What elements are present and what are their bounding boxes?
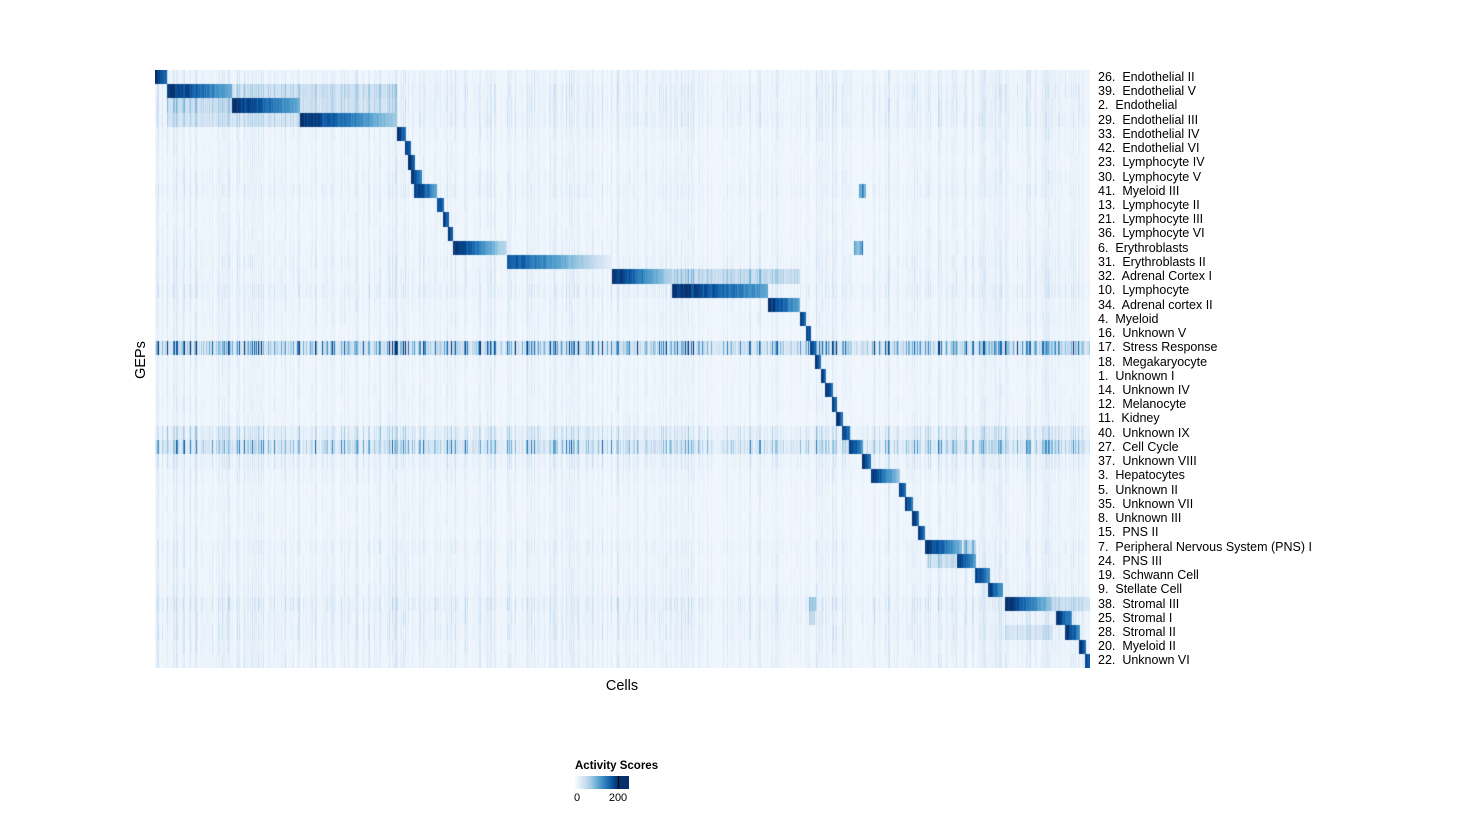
row-label: 8. Unknown III bbox=[1098, 511, 1182, 526]
y-axis-label: GEPs bbox=[133, 341, 149, 379]
row-label: 38. Stromal III bbox=[1098, 596, 1180, 611]
row-label: 3. Hepatocytes bbox=[1098, 468, 1185, 483]
row-label: 17. Stress Response bbox=[1098, 340, 1218, 355]
row-label: 37. Unknown VIII bbox=[1098, 454, 1197, 469]
row-label: 33. Endothelial IV bbox=[1098, 126, 1200, 141]
row-label: 24. PNS III bbox=[1098, 553, 1162, 568]
row-label: 11. Kidney bbox=[1098, 411, 1160, 426]
row-label: 21. Lymphocyte III bbox=[1098, 212, 1204, 227]
row-label: 30. Lymphocyte V bbox=[1098, 169, 1202, 184]
colorbar-gradient bbox=[575, 776, 629, 789]
row-label: 28. Stromal II bbox=[1098, 625, 1176, 639]
row-label: 1. Unknown I bbox=[1098, 368, 1175, 383]
row-label: 32. Adrenal Cortex I bbox=[1098, 269, 1212, 284]
row-label: 19. Schwann Cell bbox=[1098, 568, 1199, 583]
row-label: 10. Lymphocyte bbox=[1098, 283, 1190, 298]
x-axis-label: Cells bbox=[605, 678, 639, 694]
row-label: 36. Lymphocyte VI bbox=[1098, 226, 1205, 241]
row-label: 6. Erythroblasts bbox=[1098, 240, 1189, 255]
row-label: 18. Megakaryocyte bbox=[1098, 354, 1208, 369]
row-label: 23. Lymphocyte IV bbox=[1098, 155, 1205, 170]
colorbar-legend: Activity Scores 0 200 bbox=[573, 760, 745, 805]
row-labels: 26. Endothelial II 39. Endothelial V 2. En… bbox=[1098, 70, 1453, 668]
row-label: 5. Unknown II bbox=[1098, 482, 1178, 497]
row-label: 14. Unknown IV bbox=[1098, 383, 1190, 398]
row-label: 2. Endothelial bbox=[1098, 98, 1178, 113]
row-label: 22. Unknown VI bbox=[1098, 653, 1190, 668]
row-label: 35. Unknown VII bbox=[1098, 496, 1194, 511]
row-label: 12. Melanocyte bbox=[1098, 397, 1187, 412]
row-label: 13. Lymphocyte II bbox=[1098, 197, 1200, 212]
row-label: 34. Adrenal cortex II bbox=[1098, 297, 1213, 312]
row-label: 20. Myeloid II bbox=[1098, 639, 1176, 654]
row-label: 15. PNS II bbox=[1098, 525, 1159, 540]
colorbar-tick-max: 200 bbox=[608, 792, 628, 804]
row-label: 26. Endothelial II bbox=[1098, 69, 1195, 84]
row-label: 9. Stellate Cell bbox=[1098, 582, 1183, 597]
heatmap-canvas bbox=[155, 70, 1090, 668]
row-label: 25. Stromal I bbox=[1098, 610, 1173, 625]
row-label: 39. Endothelial V bbox=[1098, 84, 1196, 99]
row-label: 27. Cell Cycle bbox=[1098, 439, 1179, 454]
row-label: 7. Peripheral Nervous System (PNS) I bbox=[1098, 539, 1312, 554]
row-label: 40. Unknown IX bbox=[1098, 425, 1190, 440]
row-label: 29. Endothelial III bbox=[1098, 112, 1199, 127]
colorbar-ticks: 0 200 bbox=[573, 792, 745, 805]
row-label: 16. Unknown V bbox=[1098, 326, 1187, 341]
row-label: 42. Endothelial VI bbox=[1098, 141, 1200, 156]
row-label: 31. Erythroblasts II bbox=[1098, 254, 1206, 269]
row-label: 41. Myeloid III bbox=[1098, 183, 1180, 198]
legend-title: Activity Scores bbox=[575, 760, 659, 772]
row-label: 4. Myeloid bbox=[1098, 311, 1159, 326]
colorbar-tick-min: 0 bbox=[573, 792, 581, 804]
